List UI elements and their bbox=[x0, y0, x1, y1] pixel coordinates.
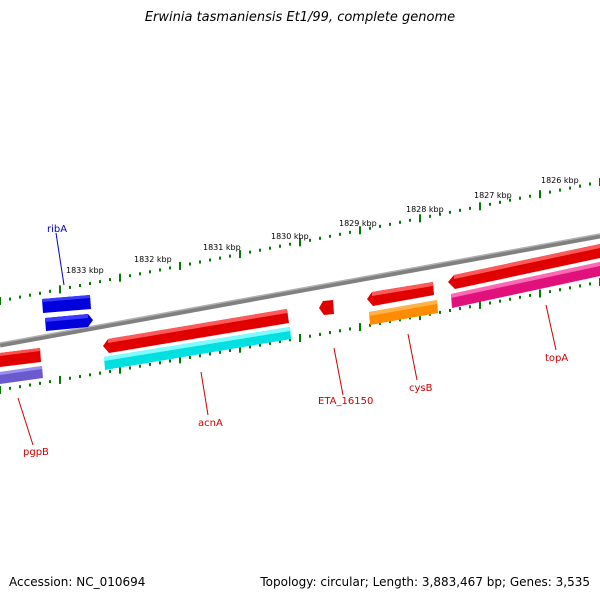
gene-cysb[interactable] bbox=[367, 282, 438, 325]
leader-line-eta bbox=[333, 347, 344, 396]
scale-label-1829: 1829 kbp bbox=[339, 219, 377, 228]
gene-topa[interactable] bbox=[448, 244, 600, 308]
leader-line-acna bbox=[200, 371, 209, 416]
gene-label-pgpb: pgpB bbox=[23, 447, 49, 458]
scale-label-1833: 1833 kbp bbox=[66, 266, 104, 275]
gene-label-cysb: cysB bbox=[409, 383, 433, 394]
genome-backbone bbox=[0, 233, 600, 348]
leader-line-cysb bbox=[407, 333, 418, 381]
topology-text: Topology: circular; Length: 3,883,467 bp… bbox=[260, 575, 590, 589]
outer-scale-ticks bbox=[0, 178, 600, 305]
gene-eta-16150[interactable] bbox=[319, 300, 334, 315]
scale-label-1827: 1827 kbp bbox=[474, 191, 512, 200]
gene-label-eta-16150: ETA_16150 bbox=[318, 396, 373, 407]
map-title: Erwinia tasmaniensis Et1/99, complete ge… bbox=[144, 10, 456, 25]
leader-line-riba bbox=[55, 232, 65, 286]
accession-text: Accession: NC_010694 bbox=[9, 575, 146, 589]
scale-label-1830: 1830 kbp bbox=[271, 232, 309, 241]
leader-line-topa bbox=[545, 304, 557, 351]
scale-label-1831: 1831 kbp bbox=[203, 243, 241, 252]
leader-line-pgpb bbox=[17, 397, 34, 446]
gene-acna[interactable] bbox=[103, 309, 291, 370]
gene-riba[interactable] bbox=[42, 295, 93, 331]
scale-label-1832: 1832 kbp bbox=[134, 255, 172, 264]
gene-pgpb[interactable] bbox=[0, 348, 43, 384]
gene-label-topa: topA bbox=[545, 353, 568, 364]
scale-label-1826: 1826 kbp bbox=[541, 176, 579, 185]
gene-label-acna: acnA bbox=[198, 418, 223, 429]
gene-label-riba: ribA bbox=[47, 224, 67, 235]
scale-label-1828: 1828 kbp bbox=[406, 205, 444, 214]
